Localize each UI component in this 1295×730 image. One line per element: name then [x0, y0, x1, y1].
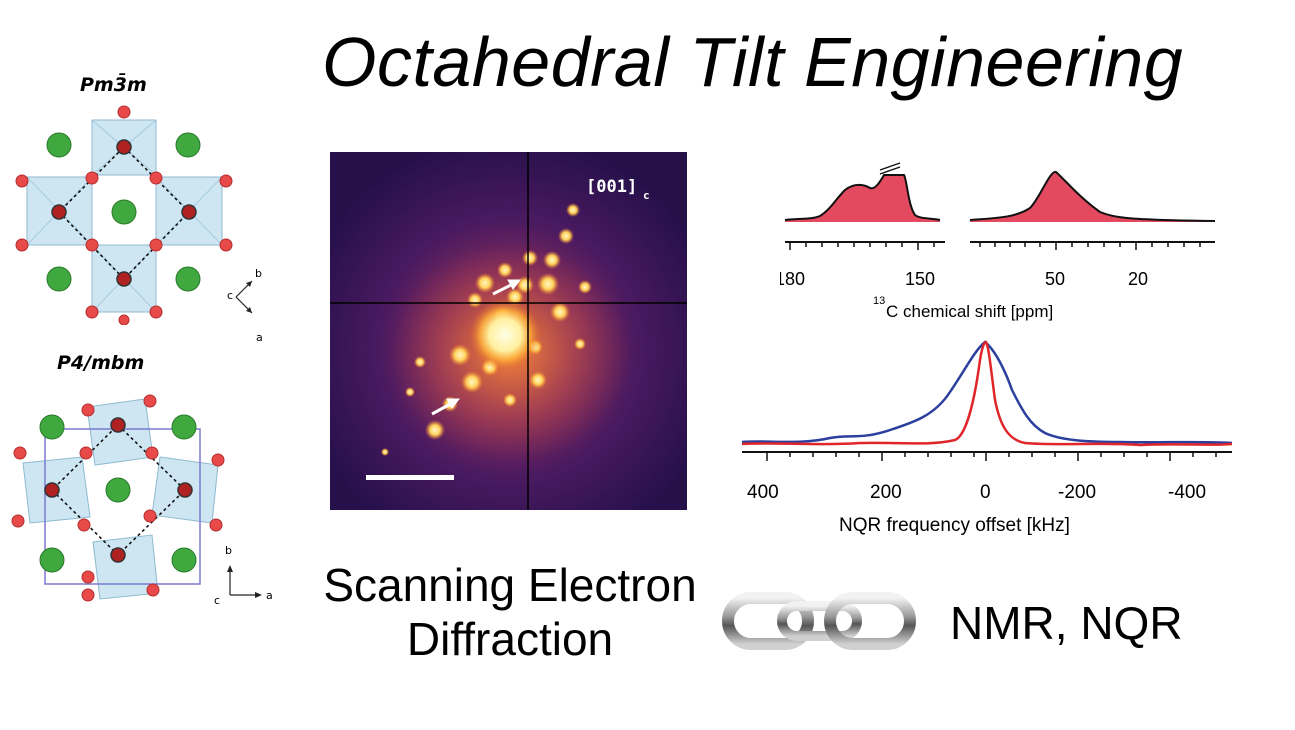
nmr-tick-180: 180 — [780, 269, 805, 289]
scale-bar — [366, 475, 454, 480]
nmr-tick-50: 50 — [1045, 269, 1065, 289]
cubic-structure-diagram — [15, 105, 233, 325]
nmr-axis-superscript: 13 — [873, 295, 885, 307]
chain-link-icon — [722, 592, 916, 650]
page-title: Octahedral Tilt Engineering — [322, 23, 1184, 101]
b-site-atoms — [51, 139, 197, 287]
nmr-ticks — [789, 242, 1201, 250]
structure-label-tetragonal: P4/mbm — [57, 352, 145, 374]
cubic-axis-a: a — [256, 331, 263, 344]
nqr-tick-200: 200 — [870, 482, 902, 503]
nqr-tick-0: 0 — [980, 482, 991, 503]
central-beam — [469, 299, 541, 371]
tetragonal-axis-c: c — [214, 594, 221, 607]
unit-cell-dashed — [57, 145, 191, 281]
sed-caption: Scanning Electron Diffraction — [300, 558, 720, 666]
cubic-axis-c: c — [227, 289, 234, 302]
nmr-spectra: 180 150 50 20 13 C chemical shift [ppm] — [780, 162, 1216, 321]
tetragonal-axes-icon — [227, 565, 262, 598]
nqr-red-trace — [741, 340, 1233, 447]
sed-caption-line1: Scanning Electron — [323, 559, 697, 611]
tetragonal-axis-a: a — [266, 589, 273, 602]
diffraction-pattern-image: [001] c — [330, 152, 687, 510]
tetragonal-b-site-atoms — [44, 417, 193, 563]
nqr-ticks — [766, 452, 1217, 461]
zone-axis-subscript: c — [643, 189, 650, 202]
cubic-axes-icon — [235, 280, 253, 314]
nqr-tick-minus-200: -200 — [1058, 482, 1096, 503]
nqr-axis-label: NQR frequency offset [kHz] — [839, 515, 1070, 536]
nqr-tick-minus-400: -400 — [1168, 482, 1206, 503]
tetragonal-a-site-atoms — [39, 414, 197, 573]
oxygen-atoms — [15, 105, 233, 325]
nmr-axis-label: C chemical shift [ppm] — [886, 302, 1053, 321]
nqr-blue-trace — [741, 340, 1233, 445]
nmr-tick-20: 20 — [1128, 269, 1148, 289]
sed-caption-line2: Diffraction — [406, 613, 614, 665]
nqr-spectrum: 400 200 0 -200 -400 NQR frequency offset… — [741, 340, 1233, 536]
tetragonal-axis-b: b — [225, 544, 232, 557]
nqr-tick-400: 400 — [747, 482, 779, 503]
a-site-atoms — [46, 132, 201, 292]
tetragonal-oxygen-atoms — [11, 394, 225, 602]
nmr-right-spectrum — [969, 171, 1216, 243]
tetragonal-structure-diagram — [11, 394, 225, 602]
cubic-axis-b: b — [255, 267, 262, 280]
arrow-icon — [431, 279, 522, 416]
structure-label-cubic: Pm3̄m — [80, 74, 147, 96]
zone-axis-label: [001] — [586, 177, 637, 197]
nmr-caption: NMR, NQR — [950, 597, 1183, 649]
nmr-left-spectrum — [784, 162, 945, 243]
nmr-tick-150: 150 — [905, 269, 935, 289]
